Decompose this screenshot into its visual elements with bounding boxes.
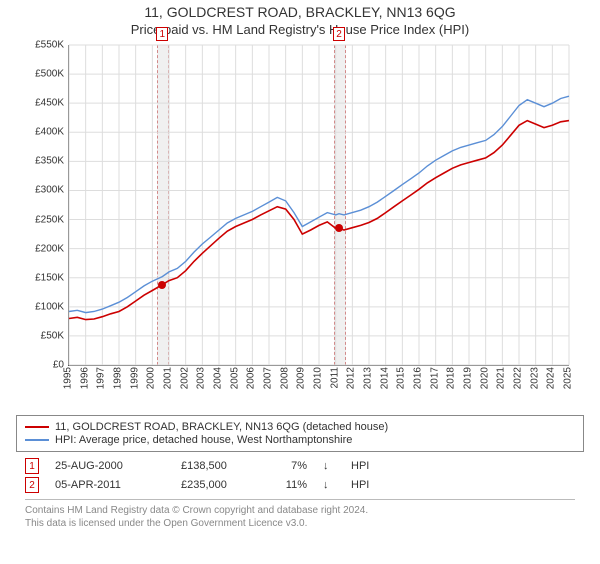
transaction-date: 05-APR-2011 [55, 479, 165, 491]
plot-area: 12 [68, 45, 569, 366]
transaction-row: 2 05-APR-2011 £235,000 11% ↓ HPI [25, 477, 575, 493]
legend-item: HPI: Average price, detached house, West… [25, 434, 575, 446]
y-axis-label: £550K [35, 40, 64, 51]
transaction-marker: 1 [25, 458, 39, 474]
y-axis-label: £350K [35, 156, 64, 167]
x-axis-label: 2006 [246, 367, 257, 389]
y-axis-label: £250K [35, 214, 64, 225]
x-axis-label: 2013 [363, 367, 374, 389]
x-axis-label: 1996 [79, 367, 90, 389]
transaction-table: 1 25-AUG-2000 £138,500 7% ↓ HPI 2 05-APR-2011 £2… [25, 458, 575, 493]
x-axis-label: 2022 [513, 367, 524, 389]
x-axis-label: 2007 [263, 367, 274, 389]
y-axis-label: £450K [35, 98, 64, 109]
x-axis-label: 2000 [146, 367, 157, 389]
transaction-price: £138,500 [181, 460, 261, 472]
transaction-hpi-label: HPI [351, 460, 369, 472]
x-axis-label: 2015 [396, 367, 407, 389]
x-axis-label: 1997 [96, 367, 107, 389]
x-axis-label: 2001 [163, 367, 174, 389]
legend-label: HPI: Average price, detached house, West… [55, 434, 352, 446]
transaction-pct: 11% [277, 479, 307, 491]
legend: 11, GOLDCREST ROAD, BRACKLEY, NN13 6QG (… [16, 415, 584, 452]
x-axis-label: 2023 [529, 367, 540, 389]
y-axis-label: £150K [35, 272, 64, 283]
y-axis-label: £500K [35, 69, 64, 80]
footer-line-2: This data is licensed under the Open Gov… [25, 517, 575, 530]
chart-area: £0£50K£100K£150K£200K£250K£300K£350K£400… [20, 41, 580, 411]
marker-badge: 2 [333, 27, 345, 41]
chart-title: 11, GOLDCREST ROAD, BRACKLEY, NN13 6QG [0, 4, 600, 20]
down-arrow-icon: ↓ [323, 479, 335, 491]
x-axis-label: 1999 [129, 367, 140, 389]
x-axis-label: 2019 [463, 367, 474, 389]
legend-label: 11, GOLDCREST ROAD, BRACKLEY, NN13 6QG (… [55, 421, 388, 433]
x-axis-label: 2012 [346, 367, 357, 389]
transaction-marker: 2 [25, 477, 39, 493]
x-axis-label: 2003 [196, 367, 207, 389]
chart-subtitle: Price paid vs. HM Land Registry's House … [0, 22, 600, 37]
x-axis-label: 2017 [429, 367, 440, 389]
x-axis-label: 2008 [279, 367, 290, 389]
transaction-row: 1 25-AUG-2000 £138,500 7% ↓ HPI [25, 458, 575, 474]
y-axis-label: £50K [41, 330, 64, 341]
legend-swatch [25, 426, 49, 428]
sale-point [335, 224, 343, 232]
x-axis-label: 2018 [446, 367, 457, 389]
footer: Contains HM Land Registry data © Crown c… [25, 499, 575, 530]
y-axis-label: £200K [35, 243, 64, 254]
down-arrow-icon: ↓ [323, 460, 335, 472]
x-axis-label: 2009 [296, 367, 307, 389]
legend-item: 11, GOLDCREST ROAD, BRACKLEY, NN13 6QG (… [25, 421, 575, 433]
footer-line-1: Contains HM Land Registry data © Crown c… [25, 504, 575, 517]
x-axis-label: 2004 [213, 367, 224, 389]
sale-point [158, 281, 166, 289]
transaction-date: 25-AUG-2000 [55, 460, 165, 472]
y-axis-label: £300K [35, 185, 64, 196]
x-axis-label: 2011 [329, 367, 340, 389]
transaction-hpi-label: HPI [351, 479, 369, 491]
transaction-pct: 7% [277, 460, 307, 472]
x-axis-label: 2016 [413, 367, 424, 389]
x-axis-label: 1995 [63, 367, 74, 389]
x-axis-label: 2010 [313, 367, 324, 389]
transaction-price: £235,000 [181, 479, 261, 491]
x-axis-label: 2002 [179, 367, 190, 389]
y-axis-label: £100K [35, 301, 64, 312]
x-axis-label: 2025 [563, 367, 574, 389]
x-axis-label: 1998 [113, 367, 124, 389]
legend-swatch [25, 439, 49, 441]
x-axis-label: 2024 [546, 367, 557, 389]
x-axis-label: 2005 [229, 367, 240, 389]
y-axis-label: £400K [35, 127, 64, 138]
x-axis-label: 2020 [479, 367, 490, 389]
x-axis-label: 2021 [496, 367, 507, 389]
x-axis-label: 2014 [379, 367, 390, 389]
chart-svg [69, 45, 569, 365]
marker-badge: 1 [156, 27, 168, 41]
